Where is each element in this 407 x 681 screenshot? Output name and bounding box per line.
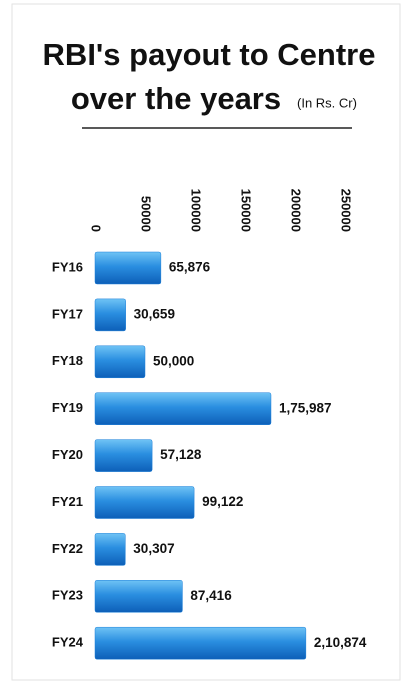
bar [94, 251, 162, 285]
x-tick-label: 50000 [139, 196, 154, 232]
y-tick-label: FY22 [52, 541, 83, 556]
y-tick-label: FY23 [52, 588, 83, 603]
value-label: 57,128 [160, 447, 202, 462]
y-tick-label: FY17 [52, 306, 83, 321]
value-label: 30,659 [134, 306, 175, 321]
y-tick-label: FY19 [52, 400, 83, 415]
chart-title: RBI's payout to Centre [43, 37, 376, 72]
frame [11, 3, 401, 681]
y-tick-label: FY18 [52, 353, 83, 368]
chart-title: over the years [71, 81, 281, 116]
x-tick-label: 200000 [289, 189, 304, 232]
y-tick-label: FY20 [52, 447, 83, 462]
value-label: 50,000 [153, 353, 194, 368]
value-label: 87,416 [190, 588, 232, 603]
bar [94, 392, 272, 425]
value-label: 99,122 [202, 494, 243, 509]
bar [94, 626, 307, 660]
x-tick-label: 100000 [189, 189, 204, 232]
bar [94, 486, 195, 519]
x-tick-label: 150000 [239, 189, 254, 232]
y-tick-label: FY21 [52, 494, 83, 509]
y-tick-label: FY16 [52, 259, 83, 274]
value-label: 2,10,874 [314, 635, 367, 650]
value-label: 1,75,987 [279, 400, 332, 415]
bar [94, 345, 146, 379]
x-tick-label: 0 [89, 225, 104, 232]
value-label: 30,307 [133, 541, 174, 556]
bar [94, 298, 126, 332]
y-tick-label: FY24 [52, 635, 84, 650]
value-label: 65,876 [169, 260, 211, 275]
unit-label: (In Rs. Cr) [297, 95, 357, 110]
bar [94, 439, 153, 472]
bar [94, 580, 183, 613]
x-tick-label: 250000 [339, 189, 354, 232]
bar [94, 533, 126, 566]
